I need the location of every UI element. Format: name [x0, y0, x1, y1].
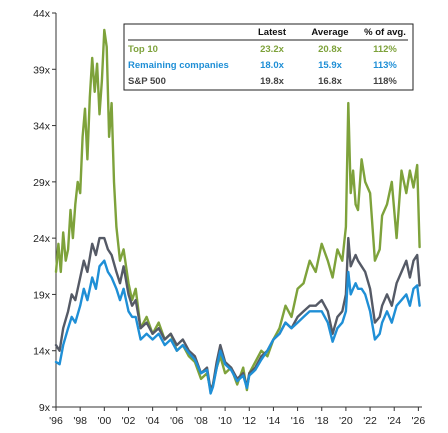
legend-latest-value: 23.2x — [260, 44, 284, 55]
y-tick-label: 44x — [33, 8, 51, 20]
legend-box — [123, 23, 414, 91]
y-tick-label: 9x — [39, 402, 51, 414]
legend-series-name: S&P 500 — [128, 76, 166, 87]
legend-header-average: Average — [311, 27, 348, 38]
x-tick-label: '12 — [242, 415, 256, 427]
y-tick-label: 29x — [33, 177, 51, 189]
x-tick-label: '08 — [194, 415, 208, 427]
legend-latest-value: 18.0x — [260, 60, 284, 71]
x-tick-label: '96 — [49, 415, 63, 427]
legend-row-remaining: Remaining companies 18.0x 15.9x 113% — [128, 60, 397, 71]
legend-average-value: 16.8x — [318, 76, 342, 87]
x-tick-label: '10 — [218, 415, 232, 427]
x-tick-label: '00 — [97, 415, 111, 427]
legend-average-value: 15.9x — [318, 60, 342, 71]
legend-pct-value: 113% — [373, 60, 397, 71]
legend-series-name: Remaining companies — [128, 60, 229, 71]
legend-series-name: Top 10 — [128, 44, 158, 55]
x-tick-label: '02 — [122, 415, 136, 427]
x-tick-label: '26 — [412, 415, 426, 427]
x-tick-label: '18 — [315, 415, 329, 427]
x-tick-label: '06 — [170, 415, 184, 427]
chart-series — [54, 28, 421, 395]
legend-row-sp500: S&P 500 19.8x 16.8x 118% — [128, 76, 397, 87]
chart-axes: 9x 14x 19x 24x 29x 34x 39x 44x '96 '98 '00 '02 '04 '0… — [33, 8, 425, 427]
x-tick-label: '04 — [146, 415, 160, 427]
x-tick-label: '20 — [339, 415, 353, 427]
y-tick-label: 19x — [33, 289, 51, 301]
x-tick-label: '22 — [363, 415, 377, 427]
x-tick-label: '98 — [73, 415, 87, 427]
y-tick-label: 34x — [33, 121, 51, 133]
legend-pct-value: 112% — [373, 44, 397, 55]
y-tick-label: 14x — [33, 346, 51, 358]
legend-header-latest: Latest — [258, 27, 287, 38]
legend-latest-value: 19.8x — [260, 76, 284, 87]
y-tick-label: 39x — [33, 64, 51, 76]
legend: Latest Average % of avg. Top 10 23.2x 20… — [123, 23, 414, 91]
x-tick-label: '16 — [291, 415, 305, 427]
y-tick-label: 24x — [33, 233, 51, 245]
legend-row-top10: Top 10 23.2x 20.8x 112% — [128, 44, 397, 55]
series-line-remaining-companies — [54, 259, 421, 395]
legend-pct-value: 118% — [373, 76, 397, 87]
x-tick-label: '24 — [387, 415, 401, 427]
series-line-s-p-500 — [54, 236, 421, 392]
legend-average-value: 20.8x — [318, 44, 342, 55]
legend-header-pct: % of avg. — [364, 27, 406, 38]
x-tick-label: '14 — [267, 415, 281, 427]
